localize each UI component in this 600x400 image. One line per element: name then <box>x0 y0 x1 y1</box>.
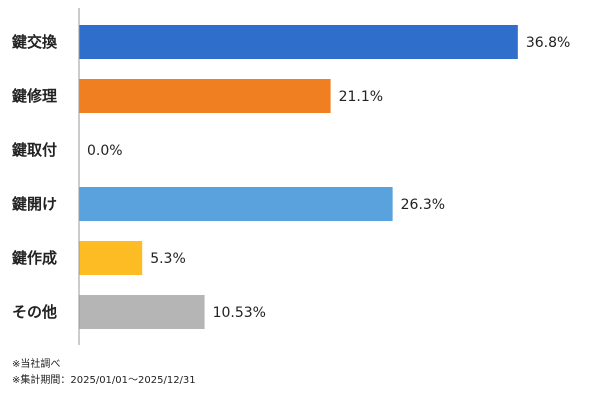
value-labels: 36.8% 21.1% 0.0% 26.3% 5.3% 10.53% <box>87 35 570 321</box>
value-label: 21.1% <box>339 89 383 105</box>
bar <box>79 295 205 329</box>
category-label: その他 <box>12 303 57 321</box>
value-label: 26.3% <box>401 197 445 213</box>
category-label: 鍵作成 <box>12 249 57 267</box>
bar <box>79 241 143 275</box>
category-label: 鍵取付 <box>12 141 57 159</box>
value-label: 36.8% <box>526 35 570 51</box>
footnotes: ※当社調べ ※集計期間：2025/01/01～2025/12/31 <box>12 357 196 389</box>
value-label: 10.53% <box>213 305 266 321</box>
category-label: 鍵交換 <box>12 33 58 51</box>
bar <box>79 187 393 221</box>
bars <box>79 25 518 329</box>
category-label: 鍵修理 <box>12 87 57 105</box>
category-label: 鍵開け <box>12 195 57 213</box>
value-label: 0.0% <box>87 143 123 159</box>
bar <box>79 25 518 59</box>
period-note: ※集計期間：2025/01/01～2025/12/31 <box>12 375 196 386</box>
value-label: 5.3% <box>150 251 186 267</box>
bar <box>79 79 331 113</box>
source-note: ※当社調べ <box>12 359 61 370</box>
